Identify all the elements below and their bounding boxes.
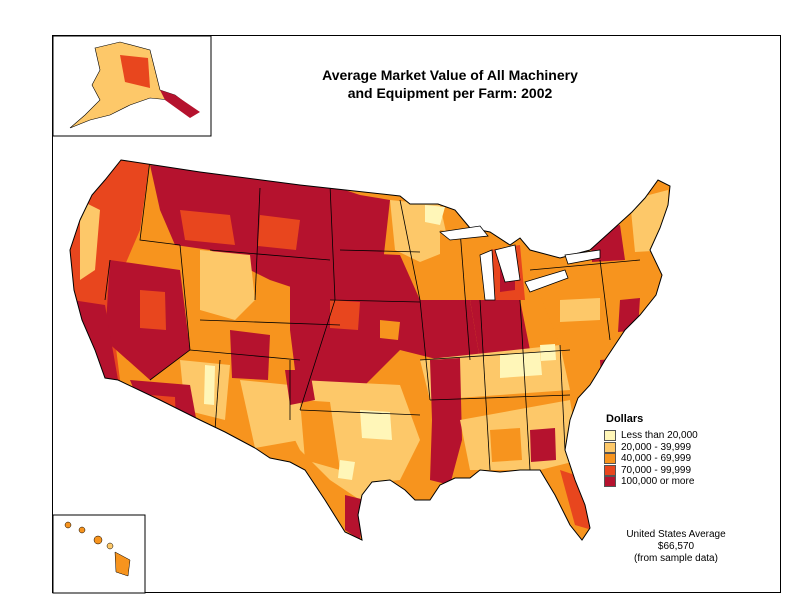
legend-item: Less than 20,000 — [604, 430, 754, 442]
legend-item: 100,000 or more — [604, 476, 754, 488]
legend-swatch — [604, 430, 616, 442]
counties-fill — [70, 160, 670, 540]
legend-swatch — [604, 464, 616, 476]
legend-swatch — [604, 476, 616, 488]
map-title-line2: and Equipment per Farm: 2002 — [347, 85, 553, 101]
legend-label: 40,000 - 69,999 — [621, 453, 692, 465]
legend-label: 20,000 - 39,999 — [621, 441, 692, 453]
hawaii-inset — [52, 514, 146, 594]
note-line3: (from sample data) — [634, 553, 718, 564]
legend-item: 20,000 - 39,999 — [604, 441, 754, 454]
legend-swatch — [604, 453, 616, 465]
legend-label: 100,000 or more — [621, 476, 695, 488]
legend: Dollars Less than 20,000 20,000 - 39,999… — [604, 413, 754, 488]
alaska-inset — [52, 35, 212, 137]
map-title-line1: Average Market Value of All Machinery — [322, 67, 578, 83]
legend-swatch — [604, 441, 616, 453]
state-boundaries — [104, 160, 641, 471]
legend-title: Dollars — [606, 413, 644, 425]
great-lakes — [439, 225, 601, 301]
legend-item: 40,000 - 69,999 — [604, 453, 754, 465]
map-frame — [52, 35, 781, 593]
legend-label: Less than 20,000 — [621, 430, 698, 442]
note-line2: $66,570 — [657, 541, 695, 552]
map-title: Average Market Value of All Machinery an… — [300, 66, 600, 102]
note-line1: United States Average — [626, 529, 726, 540]
us-average-note: United States Average $66,570 (from samp… — [606, 529, 746, 565]
legend-item: 70,000 - 99,999 — [604, 464, 754, 477]
legend-label: 70,000 - 99,999 — [621, 464, 692, 476]
